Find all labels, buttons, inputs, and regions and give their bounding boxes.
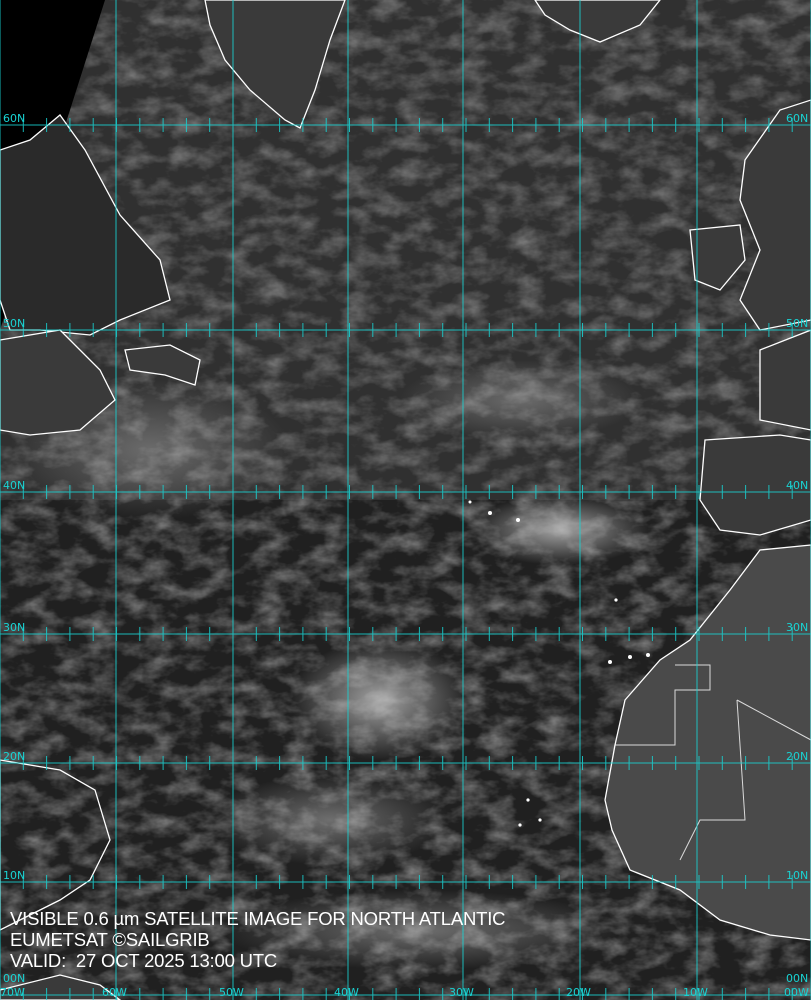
longitude-label: 10W [683, 986, 708, 999]
longitude-label: 40W [334, 986, 359, 999]
latitude-label-left: 10N [3, 869, 26, 882]
borders [615, 664, 811, 861]
latitude-label-left: 00N [3, 972, 26, 985]
caption-source: EUMETSAT ©SAILGRIB [10, 929, 210, 950]
france [759, 329, 811, 431]
latitude-label-left: 30N [3, 621, 26, 634]
latitude-label-right: 30N [786, 621, 809, 634]
newfoundland [124, 344, 201, 386]
caption-title: VISIBLE 0.6 µm SATELLITE IMAGE FOR NORTH… [10, 908, 506, 929]
caption-valid-time: VALID: 27 OCT 2025 13:00 UTC [10, 950, 278, 971]
latitude-label-right: 00N [786, 972, 809, 985]
longitude-label: 70W [0, 986, 25, 999]
nova-scotia [0, 329, 116, 436]
islands [468, 500, 650, 827]
west-africa [604, 544, 811, 941]
latitude-label-right: 10N [786, 869, 809, 882]
greenland [204, 0, 346, 129]
latitude-label-left: 50N [3, 317, 26, 330]
latitude-label-right: 50N [786, 317, 809, 330]
longitude-label: 20W [566, 986, 591, 999]
iceland [534, 0, 661, 43]
labrador [0, 114, 171, 336]
latitude-label-right: 40N [786, 479, 809, 492]
longitude-label: 50W [219, 986, 244, 999]
caribbean [0, 759, 111, 931]
latitude-label-left: 60N [3, 112, 26, 125]
iberia [699, 434, 811, 536]
latitude-label-right: 20N [786, 750, 809, 763]
longitude-label: 00W [784, 986, 809, 999]
latitude-label-left: 20N [3, 750, 26, 763]
south-america [0, 974, 122, 1000]
longitude-label: 30W [449, 986, 474, 999]
longitude-label: 60W [102, 986, 127, 999]
latitude-label-right: 60N [786, 112, 809, 125]
latitude-label-left: 40N [3, 479, 26, 492]
ireland [689, 224, 746, 291]
image-caption: VISIBLE 0.6 µm SATELLITE IMAGE FOR NORTH… [10, 908, 506, 971]
